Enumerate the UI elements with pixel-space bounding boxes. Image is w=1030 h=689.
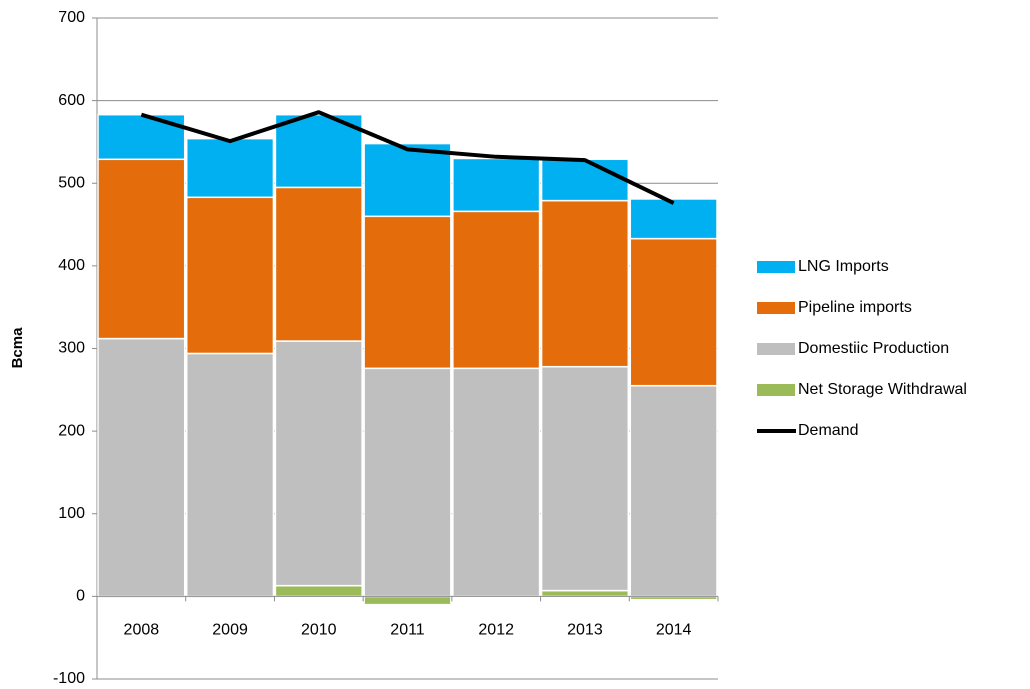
legend-label: LNG Imports bbox=[798, 258, 889, 275]
bar bbox=[363, 215, 452, 370]
legend-label: Demand bbox=[798, 422, 858, 439]
line-series bbox=[140, 110, 675, 205]
y-tick-label: 0 bbox=[76, 588, 85, 605]
y-tick-label: 100 bbox=[58, 505, 85, 522]
bar bbox=[540, 158, 630, 202]
y-tick-label: 300 bbox=[58, 340, 85, 357]
legend-swatch bbox=[757, 261, 795, 273]
bar bbox=[97, 113, 186, 161]
bar bbox=[363, 142, 452, 218]
legend-label: Domestiic Production bbox=[798, 340, 949, 357]
bar bbox=[629, 198, 718, 240]
y-tick-label: 500 bbox=[58, 174, 85, 191]
bar bbox=[452, 210, 541, 370]
x-tick-label: 2009 bbox=[212, 622, 248, 639]
y-tick-label: 600 bbox=[58, 92, 85, 109]
bar bbox=[97, 158, 186, 340]
x-tick-label: 2014 bbox=[656, 622, 692, 639]
bar bbox=[97, 337, 186, 598]
bar bbox=[363, 367, 452, 598]
bar bbox=[540, 199, 630, 368]
x-tick-label: 2010 bbox=[301, 622, 337, 639]
x-tick-label: 2008 bbox=[124, 622, 160, 639]
y-axis-label: Bcma bbox=[9, 327, 26, 369]
bar bbox=[274, 340, 363, 587]
x-tick-label: 2013 bbox=[567, 622, 603, 639]
x-tick-label: 2012 bbox=[478, 622, 514, 639]
bar bbox=[629, 237, 718, 387]
bar bbox=[185, 137, 275, 199]
bar bbox=[540, 589, 630, 598]
bar bbox=[274, 584, 363, 598]
bar bbox=[185, 196, 275, 355]
legend-label: Net Storage Withdrawal bbox=[798, 381, 967, 398]
bar bbox=[452, 367, 541, 598]
y-tick-label: -100 bbox=[53, 670, 85, 687]
y-tick-label: 200 bbox=[58, 422, 85, 439]
bar bbox=[629, 384, 718, 598]
bar bbox=[274, 113, 363, 189]
bar bbox=[452, 157, 541, 213]
y-tick-label: 400 bbox=[58, 257, 85, 274]
x-tick-label: 2011 bbox=[390, 622, 425, 639]
legend-swatch bbox=[757, 302, 795, 314]
y-tick-label: 700 bbox=[58, 9, 85, 26]
legend-swatch bbox=[757, 343, 795, 355]
legend-swatch bbox=[757, 384, 795, 396]
bar bbox=[540, 365, 630, 592]
bar bbox=[363, 595, 452, 606]
bar bbox=[274, 186, 363, 342]
bar bbox=[185, 352, 275, 598]
legend-label: Pipeline imports bbox=[798, 299, 912, 316]
